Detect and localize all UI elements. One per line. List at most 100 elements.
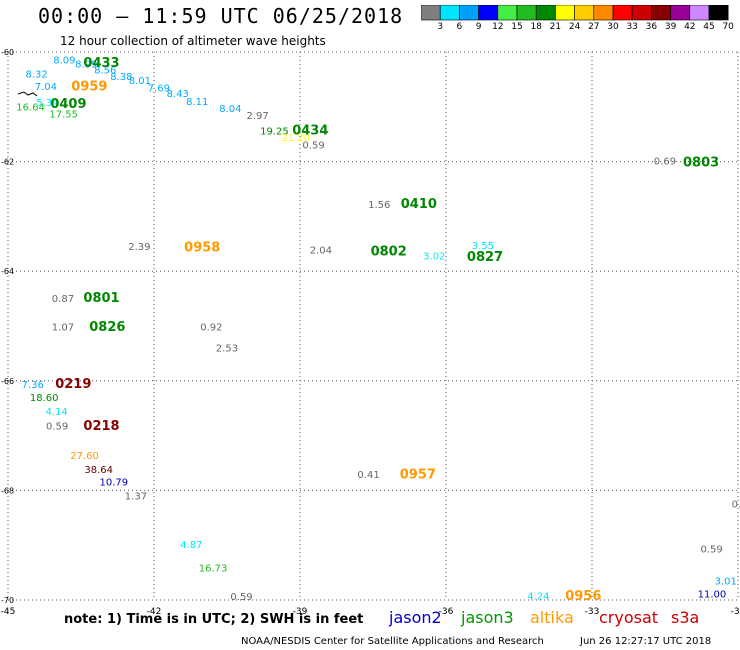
swh-value-label: 7.36 [22, 380, 44, 391]
swh-value-label: 7.69 [148, 84, 170, 95]
wave-height-colorbar [421, 5, 729, 21]
x-tick-label: -39 [293, 607, 308, 617]
y-tick-label: -64 [1, 267, 14, 276]
swh-value-label: 4.14 [45, 407, 67, 418]
colorbar-tick: 45 [703, 22, 715, 32]
colorbar-tick: 30 [607, 22, 619, 32]
swh-value-label: 2.39 [128, 242, 150, 253]
pass-time-label: 0433 [83, 56, 119, 71]
swh-value-label: 16.73 [199, 564, 228, 575]
credit-line: NOAA/NESDIS Center for Satellite Applica… [241, 636, 544, 647]
x-tick-label: -33 [585, 607, 600, 617]
pass-time-label: 0218 [83, 419, 119, 434]
swh-value-label: 1.07 [52, 323, 74, 334]
swh-value-label: 18.60 [30, 393, 59, 404]
swh-value-label: 8.32 [26, 69, 48, 80]
swh-value-label: 2.04 [310, 245, 332, 256]
y-tick-label: -68 [1, 486, 14, 495]
colorbar-tick: 6 [456, 22, 463, 32]
footer-note: note: 1) Time is in UTC; 2) SWH is in fe… [64, 612, 364, 627]
pass-time-label: 0826 [89, 320, 125, 335]
legend-s3a: s3a [671, 608, 700, 627]
swh-value-label: 0.59 [46, 422, 68, 433]
swh-value-label: 4.87 [180, 540, 202, 551]
pass-time-label: 0219 [55, 377, 91, 392]
pass-time-label: 0410 [401, 197, 437, 212]
x-tick-label: -30 [731, 607, 740, 617]
x-tick-label: -36 [439, 607, 454, 617]
legend-jason3: jason3 [461, 608, 514, 627]
generated-timestamp: Jun 26 12:27:17 UTC 2018 [580, 636, 712, 647]
y-tick-label: -66 [1, 377, 14, 386]
colorbar-tick: 9 [475, 22, 482, 32]
legend-cryosat: cryosat [599, 608, 659, 627]
pass-time-label: 0827 [467, 250, 503, 265]
swh-value-label: 16.64 [16, 102, 45, 113]
swh-value-label: 11.00 [698, 589, 727, 600]
colorbar-tick: 33 [626, 22, 638, 32]
swh-value-label: 8.11 [186, 97, 208, 108]
swh-value-label: 19.25 [260, 126, 289, 137]
y-tick-label: -70 [1, 596, 14, 605]
y-tick-label: -62 [1, 158, 14, 167]
swh-value-label: 3.02 [423, 251, 445, 262]
swh-value-label: 8.04 [219, 104, 241, 115]
swh-value-label: 0.59 [701, 544, 723, 555]
swh-value-label: 0.69 [654, 157, 676, 168]
colorbar-tick: 24 [568, 22, 581, 32]
swh-value-label: 0.59 [230, 592, 252, 603]
swh-value-label: 8.09 [53, 56, 75, 67]
swh-value-label: 7.04 [35, 82, 57, 93]
swh-value-label: 8.43 [167, 89, 189, 100]
swh-value-label: 3.01 [715, 576, 737, 587]
colorbar-tick: 42 [684, 22, 696, 32]
pass-time-label: 0802 [371, 244, 407, 259]
chart-subtitle: 12 hour collection of altimeter wave hei… [60, 34, 326, 48]
colorbar-tick: 39 [664, 22, 677, 32]
swh-value-label: 0.92 [200, 323, 222, 334]
pass-time-label: 0959 [71, 79, 107, 94]
coastline-fragment [17, 91, 38, 97]
swh-value-label: 2.53 [216, 343, 238, 354]
x-tick-label: -42 [147, 607, 162, 617]
swh-value-label: 2.97 [246, 111, 268, 122]
y-tick-label: -60 [1, 48, 14, 57]
swh-value-label: 38.64 [84, 465, 113, 476]
colorbar-tick: 21 [549, 22, 562, 32]
pass-time-label: 0434 [292, 123, 328, 138]
colorbar-swatch [708, 5, 729, 21]
pass-time-label: 0801 [83, 291, 119, 306]
colorbar-tick: 36 [645, 22, 658, 32]
pass-time-label: 0409 [50, 97, 86, 112]
chart-title: 00:00 – 11:59 UTC 06/25/2018 [38, 4, 404, 28]
swh-value-label: 3.55 [472, 241, 494, 252]
swh-value-label: 17.55 [49, 109, 78, 120]
swh-value-label: 4.24 [527, 592, 549, 603]
swh-value-label: 5.34 [36, 98, 58, 109]
swh-value-label: 8.99 [75, 60, 97, 71]
swh-value-label: 1.37 [125, 491, 147, 502]
swh-value-label: 0.41 [357, 470, 379, 481]
colorbar-tick: 3 [437, 22, 444, 32]
legend-altika: altika [530, 608, 574, 627]
swh-value-label: 21.20 [282, 133, 311, 144]
colorbar-tick: 27 [588, 22, 600, 32]
colorbar-tick: 12 [492, 22, 504, 32]
colorbar-tick: 15 [511, 22, 523, 32]
colorbar-tick: 18 [530, 22, 542, 32]
pass-time-label: 0957 [400, 467, 436, 482]
swh-value-label: 10.79 [99, 478, 128, 489]
x-tick-label: -45 [1, 607, 16, 617]
swh-value-label: 0. [732, 500, 740, 511]
swh-value-label: 8.01 [129, 76, 151, 87]
swh-value-label: 0.87 [52, 294, 74, 305]
swh-value-label: 27.60 [70, 451, 99, 462]
swh-value-label: 8.38 [110, 72, 132, 83]
swh-value-label: 0.59 [302, 141, 324, 152]
pass-time-label: 0956 [565, 589, 601, 604]
pass-time-label: 0958 [184, 241, 220, 256]
swh-value-label: 1.56 [368, 200, 390, 211]
swh-value-label: 8.56 [94, 66, 116, 77]
